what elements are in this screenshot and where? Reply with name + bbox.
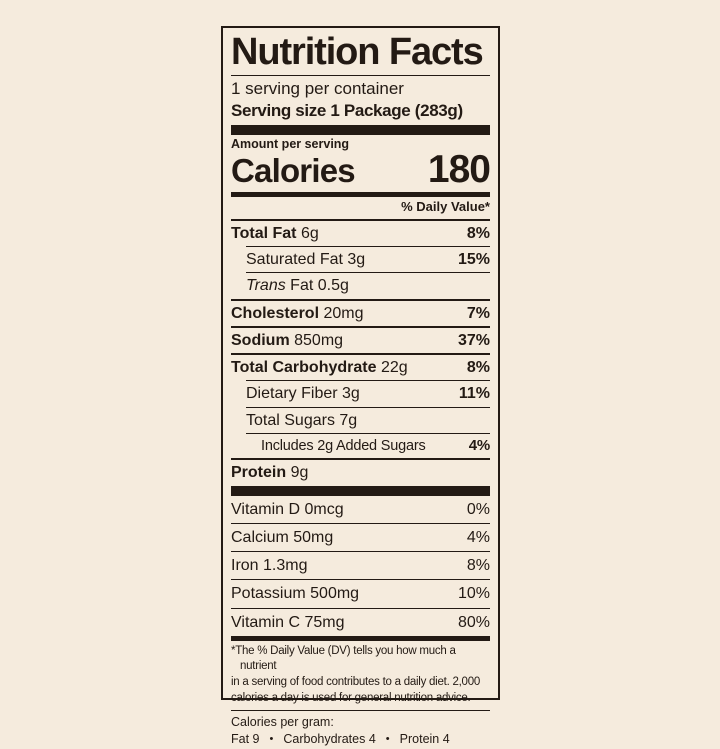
nutrient-row-sodium: Sodium 850mg 37%	[231, 328, 490, 353]
micronutrient-name: Vitamin C 75mg	[231, 613, 345, 631]
nutrient-percent: 8%	[466, 359, 490, 377]
nutrient-row-dietary-fiber: Dietary Fiber 3g 11%	[231, 381, 490, 406]
micronutrient-row-potassium: Potassium 500mg 10%	[231, 580, 490, 607]
footnote-line-2: in a serving of food contributes to a da…	[231, 676, 480, 689]
nutrient-name: Protein 9g	[231, 464, 309, 482]
daily-value-footnote: *The % Daily Value (DV) tells you how mu…	[231, 641, 490, 711]
nutrient-name: Total Sugars 7g	[246, 411, 358, 429]
nutrient-percent: 37%	[457, 331, 490, 349]
calories-per-gram-divider	[231, 710, 490, 712]
calories-per-gram-protein: Protein 4	[399, 731, 450, 746]
micronutrient-name: Calcium 50mg	[231, 528, 334, 546]
nutrient-row-trans-fat: Trans Fat 0.5g	[231, 273, 490, 298]
nutrient-row-total-sugars: Total Sugars 7g	[231, 408, 490, 433]
calories-row: Calories 180	[231, 147, 491, 191]
page-title: Nutrition Facts	[231, 31, 484, 73]
micronutrient-percent: 80%	[457, 613, 490, 631]
servings-per-container: 1 serving per container	[231, 78, 404, 98]
row-divider	[231, 325, 490, 328]
micronutrient-percent: 8%	[466, 557, 490, 575]
row-divider	[246, 432, 490, 434]
title-divider	[231, 74, 490, 76]
row-divider	[231, 298, 490, 301]
row-divider	[246, 406, 490, 408]
daily-value-header: % Daily Value*	[401, 199, 490, 215]
micronutrient-row-calcium: Calcium 50mg 4%	[231, 524, 490, 551]
calories-label: Calories	[231, 151, 356, 189]
row-divider	[231, 353, 490, 356]
page-canvas: Nutrition Facts 1 serving per container …	[221, 26, 500, 746]
calories-value: 180	[427, 147, 491, 191]
footnote-line-3: calories a day is used for general nutri…	[231, 691, 471, 704]
row-divider	[231, 551, 490, 553]
nutrient-row-saturated-fat: Saturated Fat 3g 15%	[231, 247, 490, 272]
micronutrient-percent: 4%	[466, 528, 490, 546]
row-divider	[231, 458, 490, 461]
nutrient-row-protein: Protein 9g	[231, 460, 490, 485]
nutrient-name: Total Fat 6g	[231, 224, 319, 242]
micronutrient-row-vitamin-d: Vitamin D 0mcg 0%	[231, 496, 490, 523]
micronutrient-name: Iron 1.3mg	[231, 557, 308, 575]
nutrient-row-total-fat: Total Fat 6g 8%	[231, 221, 490, 246]
nutrient-row-added-sugars: Includes 2g Added Sugars 4%	[231, 434, 490, 458]
row-divider	[246, 272, 490, 274]
footnote-line-1: *The % Daily Value (DV) tells you how mu…	[231, 644, 456, 673]
calories-top-bar	[231, 125, 490, 136]
micronutrient-name: Potassium 500mg	[231, 585, 360, 603]
row-divider	[231, 579, 490, 581]
nutrition-facts-panel: Nutrition Facts 1 serving per container …	[221, 26, 500, 746]
micronutrients-top-bar	[231, 485, 490, 496]
nutrient-name: Sodium 850mg	[231, 331, 344, 349]
row-divider	[246, 380, 490, 382]
serving-size: Serving size 1 Package (283g)	[231, 101, 463, 121]
daily-value-divider	[231, 218, 490, 221]
micronutrient-percent: 0%	[466, 500, 490, 518]
row-divider	[231, 522, 490, 524]
nutrient-percent: 11%	[458, 385, 490, 403]
row-divider	[231, 607, 490, 609]
nutrient-row-cholesterol: Cholesterol 20mg 7%	[231, 301, 490, 326]
nutrient-name: Cholesterol 20mg	[231, 304, 364, 322]
nutrient-name: Trans Fat 0.5g	[246, 277, 349, 295]
nutrient-name: Includes 2g Added Sugars	[261, 437, 426, 454]
nutrient-percent: 8%	[466, 224, 490, 242]
micronutrient-row-vitamin-c: Vitamin C 75mg 80%	[231, 609, 490, 636]
nutrient-percent: 15%	[457, 251, 490, 269]
nutrient-name: Dietary Fiber 3g	[246, 385, 360, 403]
bullet-separator-icon: •	[385, 732, 390, 745]
micronutrient-row-iron: Iron 1.3mg 8%	[231, 552, 490, 579]
micronutrient-percent: 10%	[457, 585, 490, 603]
micronutrient-name: Vitamin D 0mcg	[231, 500, 344, 518]
calories-per-gram-row: Fat 9 • Carbohydrates 4 • Protein 4	[231, 731, 490, 749]
nutrient-percent: 4%	[468, 436, 490, 454]
nutrient-name: Saturated Fat 3g	[246, 251, 366, 269]
footnote-top-bar	[231, 635, 490, 641]
calories-bottom-bar	[231, 192, 490, 198]
bullet-separator-icon: •	[269, 732, 274, 745]
nutrient-row-total-carbohydrate: Total Carbohydrate 22g 8%	[231, 355, 490, 380]
calories-per-gram-carbs: Carbohydrates 4	[283, 731, 376, 746]
calories-per-gram-title: Calories per gram:	[231, 715, 334, 730]
nutrient-percent: 7%	[466, 304, 490, 322]
calories-per-gram-fat: Fat 9	[231, 731, 260, 746]
amount-per-serving-label: Amount per serving	[231, 137, 350, 152]
nutrient-name: Total Carbohydrate 22g	[231, 359, 408, 377]
row-divider	[246, 246, 490, 248]
